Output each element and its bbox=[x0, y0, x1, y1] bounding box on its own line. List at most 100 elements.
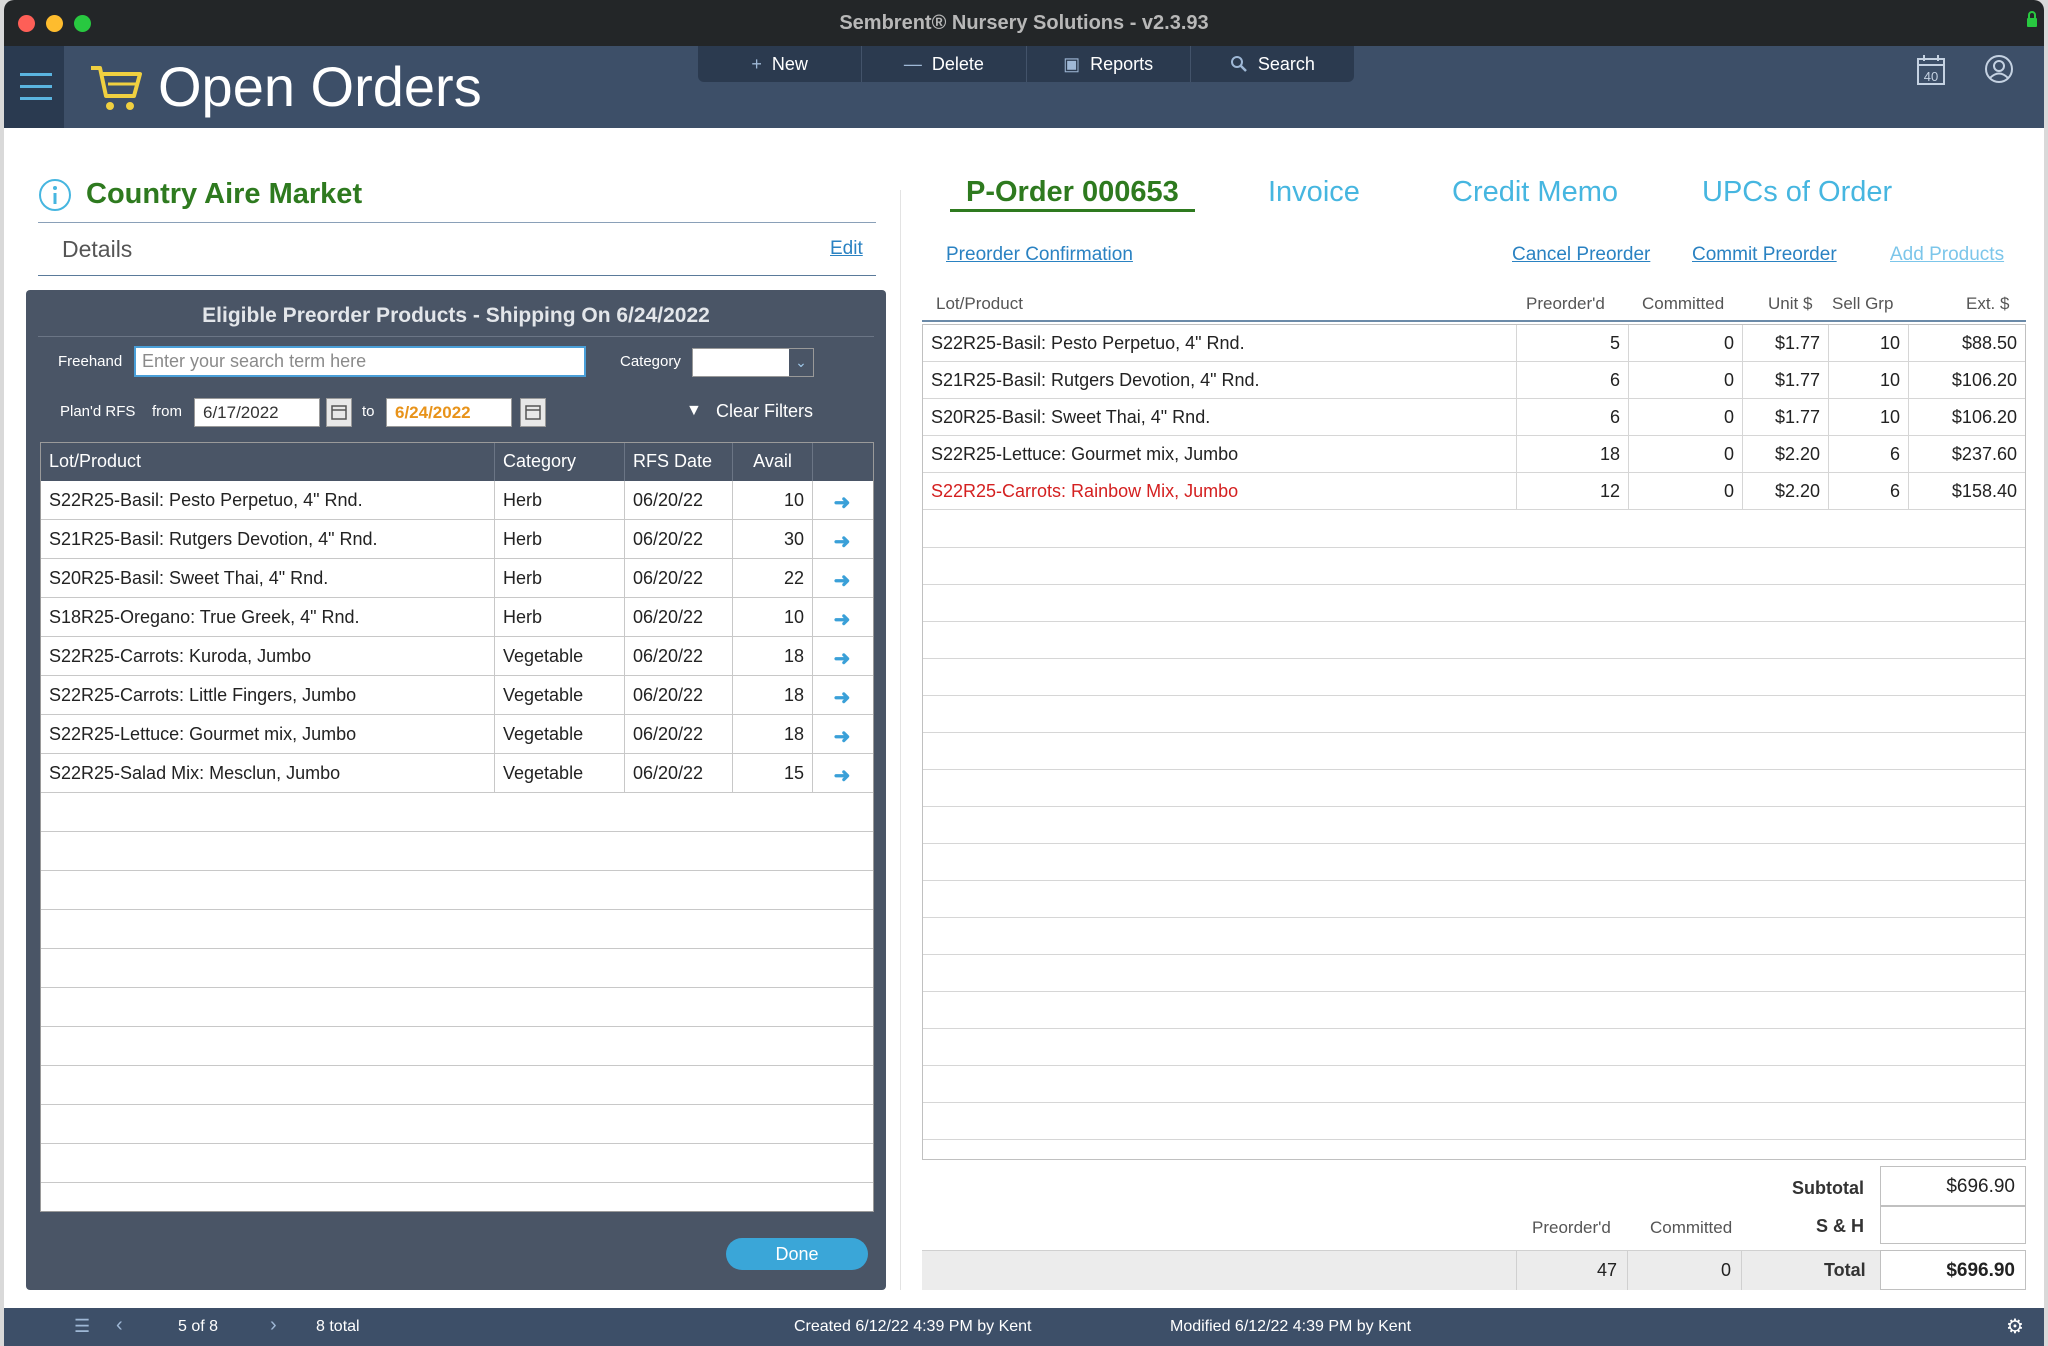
plan-rfs-label: Plan'd RFS bbox=[60, 403, 136, 420]
previous-record-button[interactable]: ‹ bbox=[116, 1314, 123, 1336]
order-table-header: Lot/Product Preorder'd Committed Unit $ … bbox=[922, 292, 2032, 320]
modified-info: Modified 6/12/22 4:39 PM by Kent bbox=[1170, 1318, 1412, 1335]
add-arrow-icon[interactable]: ➜ bbox=[833, 531, 851, 553]
column-header[interactable]: Committed bbox=[1642, 294, 1725, 313]
table-row[interactable]: S22R25-Basil: Pesto Perpetuo, 4" Rnd. He… bbox=[41, 481, 873, 520]
list-icon[interactable]: ☰ bbox=[74, 1316, 91, 1336]
new-button[interactable]: + New bbox=[698, 46, 863, 82]
info-icon[interactable] bbox=[38, 178, 72, 212]
window-title: Sembrent® Nursery Solutions - v2.3.93 bbox=[839, 12, 1209, 34]
category-select[interactable]: ⌄ bbox=[692, 348, 814, 377]
add-arrow-icon[interactable]: ➜ bbox=[833, 609, 851, 631]
empty-row bbox=[41, 793, 873, 832]
subtotal-label: Subtotal bbox=[1792, 1178, 1864, 1198]
column-header[interactable]: Category bbox=[495, 443, 625, 481]
delete-button[interactable]: — Delete bbox=[862, 46, 1027, 82]
add-arrow-icon[interactable]: ➜ bbox=[833, 492, 851, 514]
tab-credit-memo[interactable]: Credit Memo bbox=[1452, 176, 1618, 208]
freehand-label: Freehand bbox=[58, 353, 123, 370]
table-row[interactable]: S20R25-Basil: Sweet Thai, 4" Rnd. 6 0 $1… bbox=[923, 399, 2025, 436]
add-arrow-icon[interactable]: ➜ bbox=[833, 726, 851, 748]
zoom-window-button[interactable] bbox=[74, 15, 91, 32]
preordered-total: 47 bbox=[1516, 1250, 1628, 1290]
empty-row bbox=[41, 832, 873, 871]
divider bbox=[38, 275, 876, 276]
sh-field[interactable] bbox=[1880, 1206, 2026, 1244]
table-row[interactable]: S22R25-Lettuce: Gourmet mix, Jumbo Veget… bbox=[41, 715, 873, 754]
freehand-search-input[interactable] bbox=[134, 346, 586, 377]
details-label: Details bbox=[62, 236, 133, 262]
next-record-button[interactable]: › bbox=[270, 1314, 277, 1336]
table-row[interactable]: S22R25-Basil: Pesto Perpetuo, 4" Rnd. 5 … bbox=[923, 325, 2025, 362]
divider bbox=[922, 320, 2026, 322]
add-arrow-icon[interactable]: ➜ bbox=[833, 687, 851, 709]
clear-filters-button[interactable]: Clear Filters bbox=[716, 401, 814, 421]
empty-row bbox=[41, 910, 873, 949]
add-products-link[interactable]: Add Products bbox=[1890, 244, 2005, 265]
gear-icon[interactable]: ⚙ bbox=[2006, 1316, 2024, 1338]
category-label: Category bbox=[620, 353, 681, 370]
user-account-icon[interactable] bbox=[1984, 54, 2014, 84]
empty-row bbox=[41, 1144, 873, 1183]
cancel-preorder-link[interactable]: Cancel Preorder bbox=[1512, 244, 1651, 265]
menu-button[interactable] bbox=[4, 46, 64, 128]
column-header[interactable]: Sell Grp bbox=[1832, 294, 1894, 313]
order-totals: Subtotal $696.90 S & H Preorder'd Commit… bbox=[922, 1166, 2026, 1290]
committed-total-label: Committed bbox=[1650, 1218, 1733, 1237]
table-header: Lot/Product Category RFS Date Avail bbox=[41, 443, 873, 481]
created-info: Created 6/12/22 4:39 PM by Kent bbox=[794, 1318, 1032, 1335]
column-header[interactable]: Preorder'd bbox=[1526, 294, 1605, 313]
add-arrow-icon[interactable]: ➜ bbox=[833, 570, 851, 592]
table-row[interactable]: S20R25-Basil: Sweet Thai, 4" Rnd. Herb 0… bbox=[41, 559, 873, 598]
subtotal-value: $696.90 bbox=[1880, 1166, 2026, 1206]
edit-details-link[interactable]: Edit bbox=[830, 238, 863, 259]
totals-bar bbox=[922, 1250, 2026, 1290]
preordered-total-label: Preorder'd bbox=[1532, 1218, 1611, 1237]
table-row[interactable]: S22R25-Salad Mix: Mesclun, Jumbo Vegetab… bbox=[41, 754, 873, 793]
from-date-field[interactable]: 6/17/2022 bbox=[194, 398, 320, 427]
empty-row bbox=[41, 988, 873, 1027]
table-row[interactable]: S22R25-Carrots: Little Fingers, Jumbo Ve… bbox=[41, 676, 873, 715]
table-row[interactable]: S21R25-Basil: Rutgers Devotion, 4" Rnd. … bbox=[923, 362, 2025, 399]
to-calendar-button[interactable] bbox=[520, 398, 546, 427]
toolbar: + New — Delete ▣ Reports Search bbox=[698, 46, 1354, 82]
add-arrow-icon[interactable]: ➜ bbox=[833, 765, 851, 787]
chevron-down-icon[interactable]: ⌄ bbox=[789, 349, 813, 376]
done-button[interactable]: Done bbox=[726, 1238, 868, 1270]
calendar-icon[interactable]: 40 bbox=[1916, 54, 1946, 86]
column-header[interactable]: Lot/Product bbox=[936, 294, 1023, 313]
table-row[interactable]: S22R25-Lettuce: Gourmet mix, Jumbo 18 0 … bbox=[923, 436, 2025, 473]
table-row[interactable]: S22R25-Carrots: Rainbow Mix, Jumbo 12 0 … bbox=[923, 473, 2025, 510]
minimize-window-button[interactable] bbox=[46, 15, 63, 32]
table-row[interactable]: S22R25-Carrots: Kuroda, Jumbo Vegetable … bbox=[41, 637, 873, 676]
column-header[interactable]: Lot/Product bbox=[41, 443, 495, 481]
tab-preorder[interactable]: P-Order 000653 bbox=[950, 176, 1195, 212]
table-row[interactable]: S21R25-Basil: Rutgers Devotion, 4" Rnd. … bbox=[41, 520, 873, 559]
close-window-button[interactable] bbox=[18, 15, 35, 32]
reports-button[interactable]: ▣ Reports bbox=[1027, 46, 1191, 82]
add-arrow-icon[interactable]: ➜ bbox=[833, 648, 851, 670]
plus-icon: + bbox=[751, 53, 762, 74]
preorder-confirmation-link[interactable]: Preorder Confirmation bbox=[946, 244, 1133, 265]
divider bbox=[38, 336, 874, 337]
column-header[interactable]: RFS Date bbox=[625, 443, 733, 481]
column-header[interactable]: Ext. $ bbox=[1966, 294, 2010, 313]
empty-row bbox=[41, 1066, 873, 1105]
tab-invoice[interactable]: Invoice bbox=[1268, 176, 1360, 208]
search-button[interactable]: Search bbox=[1191, 46, 1354, 82]
column-header[interactable]: Avail bbox=[733, 443, 813, 481]
app-window: Sembrent® Nursery Solutions - v2.3.93 Op… bbox=[4, 0, 2044, 1346]
table-row[interactable]: S18R25-Oregano: True Greek, 4" Rnd. Herb… bbox=[41, 598, 873, 637]
column-header[interactable]: Unit $ bbox=[1768, 294, 1813, 313]
empty-row bbox=[41, 1027, 873, 1066]
panel-divider bbox=[900, 190, 901, 1290]
filter-icon: ▼ bbox=[686, 402, 702, 419]
to-date-field[interactable]: 6/24/2022 bbox=[386, 398, 512, 427]
calendar-icon bbox=[525, 405, 541, 420]
empty-row bbox=[41, 949, 873, 988]
page-title: Open Orders bbox=[158, 55, 482, 118]
from-calendar-button[interactable] bbox=[326, 398, 352, 427]
empty-row bbox=[41, 871, 873, 910]
tab-upcs-of-order[interactable]: UPCs of Order bbox=[1702, 176, 1893, 208]
commit-preorder-link[interactable]: Commit Preorder bbox=[1692, 244, 1837, 265]
